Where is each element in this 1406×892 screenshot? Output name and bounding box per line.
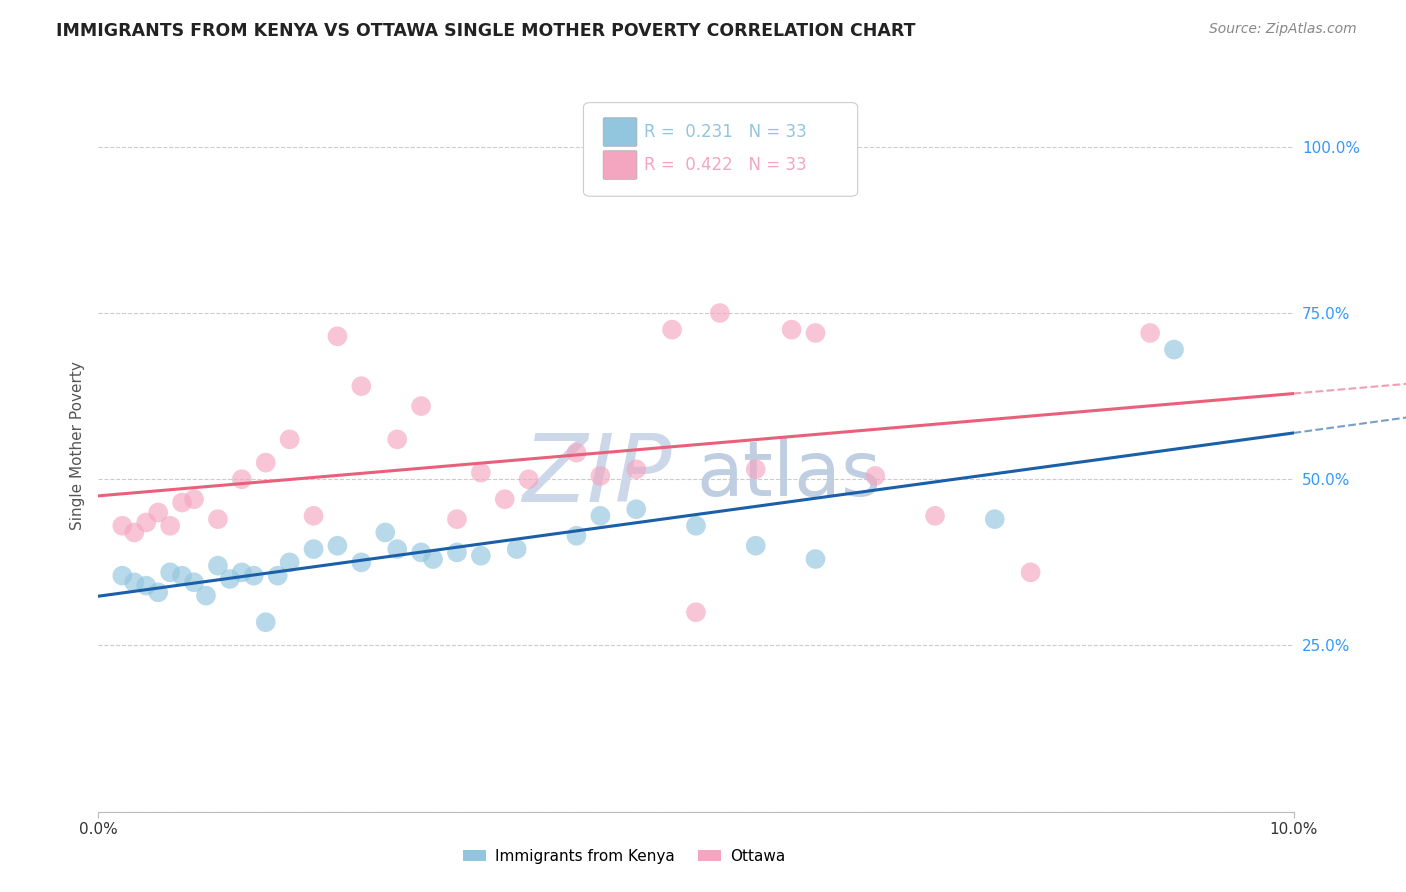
Point xyxy=(411,399,433,413)
Point xyxy=(231,472,253,486)
Point xyxy=(231,566,253,580)
Text: Source: ZipAtlas.com: Source: ZipAtlas.com xyxy=(1209,22,1357,37)
Point xyxy=(506,542,529,557)
Point xyxy=(326,329,349,343)
Point xyxy=(219,572,242,586)
Point xyxy=(745,462,768,476)
Text: ZIP: ZIP xyxy=(523,430,672,521)
Point xyxy=(183,575,205,590)
Point xyxy=(207,558,229,573)
Point xyxy=(124,575,146,590)
Point xyxy=(195,589,218,603)
Point xyxy=(172,495,194,509)
Point xyxy=(422,552,444,566)
Point xyxy=(565,445,588,459)
Point xyxy=(267,568,290,582)
Point xyxy=(589,469,612,483)
Point xyxy=(470,466,492,480)
Point xyxy=(124,525,146,540)
Point xyxy=(374,525,396,540)
Point xyxy=(745,539,768,553)
Point xyxy=(984,512,1007,526)
Point xyxy=(780,323,803,337)
Point xyxy=(565,529,588,543)
Point xyxy=(135,579,157,593)
Point xyxy=(326,539,349,553)
Point xyxy=(111,518,134,533)
Text: atlas: atlas xyxy=(696,438,880,512)
Point xyxy=(350,555,373,569)
Text: R =  0.231   N = 33: R = 0.231 N = 33 xyxy=(644,123,807,141)
Point xyxy=(350,379,373,393)
Point xyxy=(148,506,170,520)
Point xyxy=(494,492,516,507)
Point xyxy=(254,456,277,470)
Point xyxy=(278,433,301,447)
Point xyxy=(135,516,157,530)
Point xyxy=(661,323,683,337)
Point xyxy=(159,566,181,580)
Point xyxy=(148,585,170,599)
Point xyxy=(446,512,468,526)
Point xyxy=(111,568,134,582)
Point xyxy=(302,542,325,557)
Point xyxy=(626,462,648,476)
Point xyxy=(709,306,731,320)
Point xyxy=(1163,343,1185,357)
Point xyxy=(589,508,612,523)
Point xyxy=(685,605,707,619)
Point xyxy=(470,549,492,563)
Point xyxy=(207,512,229,526)
Point xyxy=(385,542,409,557)
Point xyxy=(243,568,266,582)
Point xyxy=(517,472,540,486)
Point xyxy=(254,615,277,630)
Point xyxy=(865,469,887,483)
Legend: Immigrants from Kenya, Ottawa: Immigrants from Kenya, Ottawa xyxy=(457,843,792,870)
Point xyxy=(183,492,205,507)
Point xyxy=(302,508,325,523)
Point xyxy=(804,326,827,340)
Point xyxy=(172,568,194,582)
Text: R =  0.422   N = 33: R = 0.422 N = 33 xyxy=(644,156,807,174)
Point xyxy=(626,502,648,516)
Point xyxy=(1019,566,1042,580)
Point xyxy=(924,508,946,523)
Point xyxy=(278,555,301,569)
Point xyxy=(446,545,468,559)
Point xyxy=(804,552,827,566)
Point xyxy=(411,545,433,559)
Point xyxy=(159,518,181,533)
Point xyxy=(385,433,409,447)
Point xyxy=(1139,326,1161,340)
Y-axis label: Single Mother Poverty: Single Mother Poverty xyxy=(69,361,84,531)
Text: IMMIGRANTS FROM KENYA VS OTTAWA SINGLE MOTHER POVERTY CORRELATION CHART: IMMIGRANTS FROM KENYA VS OTTAWA SINGLE M… xyxy=(56,22,915,40)
Point xyxy=(685,518,707,533)
